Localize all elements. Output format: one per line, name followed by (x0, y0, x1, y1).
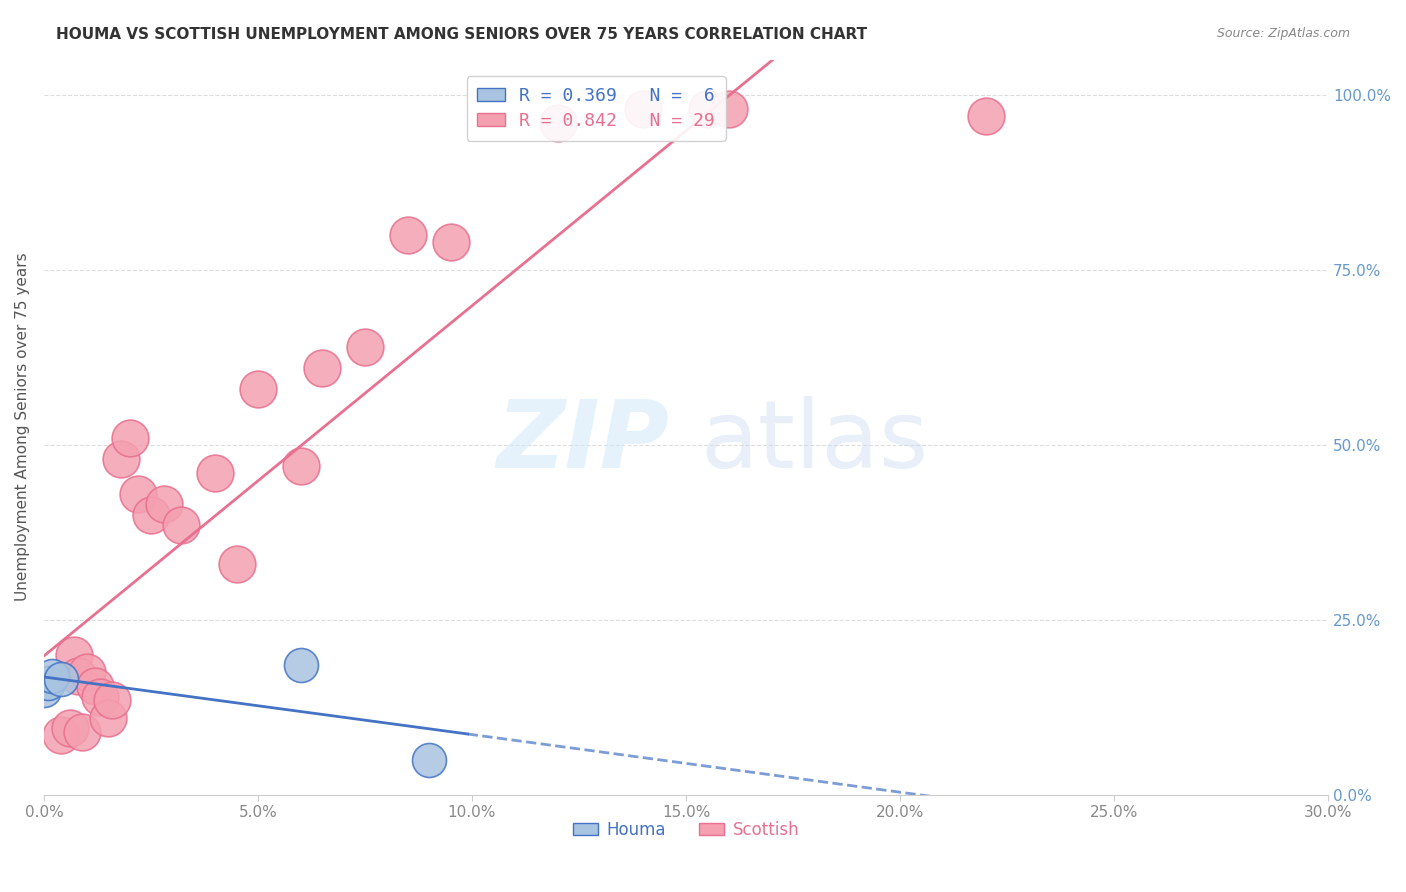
Point (290, 458, 312, 473)
Point (118, 431, 141, 445)
Point (97, 711, 120, 725)
Point (101, 693, 124, 707)
Point (246, 382, 269, 396)
Point (127, 486, 149, 500)
Point (354, 340, 377, 354)
Point (152, 497, 174, 511)
Point (139, 508, 162, 522)
Point (418, 753, 440, 767)
Point (49, 672, 72, 686)
Point (41, 668, 63, 682)
Legend: Houma, Scottish: Houma, Scottish (567, 814, 806, 846)
Point (67, 668, 90, 682)
Point (89, 690, 111, 704)
Point (32, 682, 55, 697)
Point (63, 648, 86, 662)
Point (72, 724, 94, 739)
Point (84, 679, 107, 693)
Y-axis label: Unemployment Among Seniors over 75 years: Unemployment Among Seniors over 75 years (15, 252, 30, 601)
Point (37, 675, 59, 690)
Text: atlas: atlas (700, 396, 928, 488)
Point (170, 518, 193, 533)
Point (974, 109, 997, 123)
Text: HOUMA VS SCOTTISH UNEMPLOYMENT AMONG SENIORS OVER 75 YEARS CORRELATION CHART: HOUMA VS SCOTTISH UNEMPLOYMENT AMONG SEN… (56, 27, 868, 42)
Point (49, 728, 72, 742)
Point (547, 115, 569, 129)
Point (439, 235, 461, 249)
Point (396, 227, 419, 242)
Point (204, 466, 226, 480)
Point (290, 658, 312, 673)
Point (631, 102, 654, 116)
Text: Source: ZipAtlas.com: Source: ZipAtlas.com (1216, 27, 1350, 40)
Point (717, 102, 740, 116)
Point (58, 721, 80, 735)
Point (311, 360, 333, 375)
Point (76, 665, 98, 680)
Text: ZIP: ZIP (496, 396, 669, 488)
Point (225, 557, 247, 571)
Point (696, 102, 718, 116)
Point (110, 451, 132, 466)
